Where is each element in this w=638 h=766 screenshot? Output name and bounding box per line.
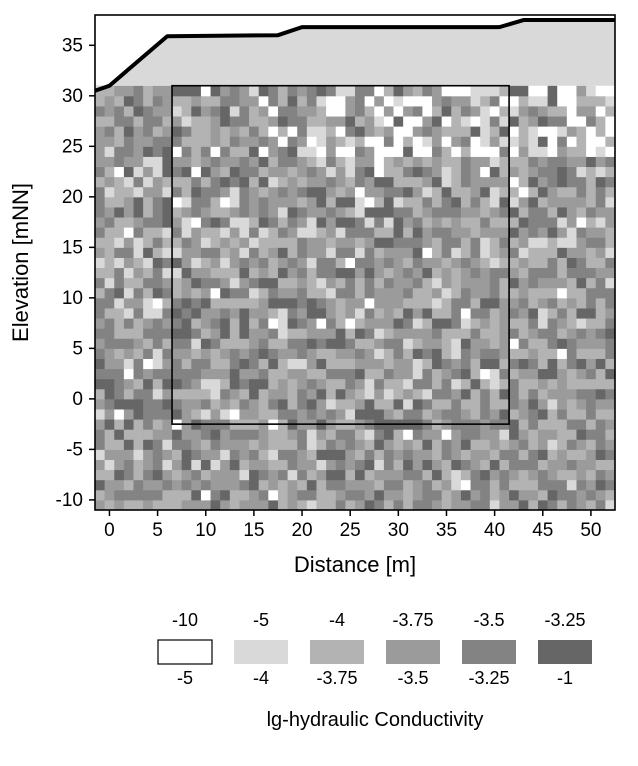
legend-swatch	[462, 640, 516, 664]
conductivity-chart: 0 5 10 15 20 25 30 35 40 45 50 -10 -5 0 5 10 15 20 25 30 35 D…	[0, 0, 638, 766]
svg-text:45: 45	[532, 520, 553, 541]
svg-text:5: 5	[72, 338, 83, 359]
heatmap	[95, 86, 616, 511]
svg-text:35: 35	[62, 35, 83, 56]
svg-text:15: 15	[62, 237, 83, 258]
legend-swatch	[234, 640, 288, 664]
svg-text:0: 0	[104, 520, 115, 541]
chart-svg: 0 5 10 15 20 25 30 35 40 45 50 -10 -5 0 5 10 15 20 25 30 35 D…	[0, 0, 638, 766]
svg-text:20: 20	[62, 187, 83, 208]
legend-top-label: -4	[329, 610, 345, 630]
svg-text:10: 10	[195, 520, 216, 541]
legend-swatch	[538, 640, 592, 664]
legend-bottom-label: -1	[557, 668, 573, 688]
svg-text:5: 5	[152, 520, 163, 541]
svg-text:25: 25	[62, 136, 83, 157]
legend-bottom-label: -5	[177, 668, 193, 688]
svg-text:40: 40	[484, 520, 505, 541]
svg-text:50: 50	[580, 520, 601, 541]
svg-text:0: 0	[72, 389, 83, 410]
legend-top-label: -3.75	[392, 610, 433, 630]
svg-text:10: 10	[62, 288, 83, 309]
svg-text:20: 20	[291, 520, 312, 541]
legend-bottom-label: -4	[253, 668, 269, 688]
svg-text:-5: -5	[66, 439, 83, 460]
svg-text:35: 35	[436, 520, 457, 541]
legend-top-label: -3.25	[544, 610, 585, 630]
top-fill-region	[95, 20, 615, 91]
legend-bottom-label: -3.75	[316, 668, 357, 688]
legend-bottom-label: -3.25	[468, 668, 509, 688]
ylabel: Elevation [mNN]	[8, 183, 33, 342]
legend-top-label: -3.5	[473, 610, 504, 630]
legend-title: lg-hydraulic Conductivity	[267, 709, 484, 731]
svg-text:15: 15	[243, 520, 264, 541]
svg-text:30: 30	[388, 520, 409, 541]
svg-text:30: 30	[62, 86, 83, 107]
legend-swatch	[386, 640, 440, 664]
legend-bottom-label: -3.5	[397, 668, 428, 688]
legend-swatch	[158, 640, 212, 664]
xlabel: Distance [m]	[294, 552, 416, 577]
legend: -10 -5 -5 -4 -4 -3.75 -3.75 -3.5 -3.5 -3.25 -3.25 -…	[158, 610, 592, 731]
legend-swatch	[310, 640, 364, 664]
svg-text:-10: -10	[56, 490, 83, 511]
legend-top-label: -10	[172, 610, 198, 630]
legend-top-label: -5	[253, 610, 269, 630]
svg-text:25: 25	[340, 520, 361, 541]
